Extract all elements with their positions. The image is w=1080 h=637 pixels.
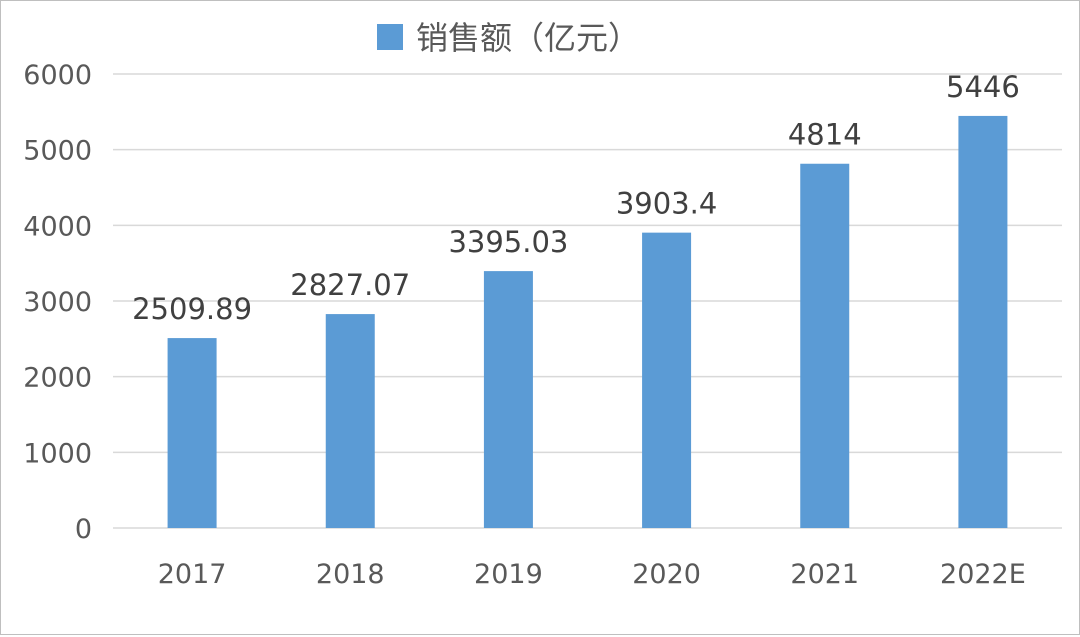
bars bbox=[167, 115, 1008, 528]
x-tick-label: 2019 bbox=[474, 559, 543, 590]
x-tick-label: 2018 bbox=[316, 559, 385, 590]
bar bbox=[483, 271, 533, 528]
y-tick-label: 4000 bbox=[23, 211, 92, 242]
y-tick-label: 2000 bbox=[23, 363, 92, 394]
y-tick-label: 6000 bbox=[23, 60, 92, 91]
bar bbox=[642, 232, 692, 528]
x-tick-label: 2020 bbox=[632, 559, 701, 590]
legend-label: 销售额（亿元） bbox=[416, 19, 640, 57]
bar bbox=[325, 314, 375, 528]
data-label: 3395.03 bbox=[448, 225, 568, 259]
data-label: 3903.4 bbox=[616, 187, 717, 221]
data-label: 5446 bbox=[946, 70, 1020, 104]
y-tick-label: 3000 bbox=[23, 287, 92, 318]
data-labels: 2509.89 2827.07 3395.03 3903.4 4814 5446 bbox=[132, 70, 1020, 326]
y-axis-tick-labels: 0 1000 2000 3000 4000 5000 6000 bbox=[23, 60, 92, 545]
data-label: 4814 bbox=[788, 118, 862, 152]
bar bbox=[167, 338, 217, 528]
data-label: 2509.89 bbox=[132, 292, 252, 326]
x-tick-label: 2017 bbox=[158, 559, 227, 590]
data-label: 2827.07 bbox=[290, 268, 410, 302]
legend: 销售额（亿元） bbox=[377, 19, 640, 57]
bar bbox=[958, 115, 1008, 528]
x-tick-label: 2021 bbox=[790, 559, 859, 590]
bar bbox=[800, 163, 850, 528]
legend-swatch bbox=[377, 24, 403, 50]
y-tick-label: 0 bbox=[75, 514, 92, 545]
x-axis-tick-labels: 2017 2018 2019 2020 2021 2022E bbox=[158, 559, 1026, 590]
y-tick-label: 1000 bbox=[23, 438, 92, 469]
gridlines bbox=[113, 73, 1062, 529]
x-tick-label: 2022E bbox=[940, 559, 1026, 590]
y-tick-label: 5000 bbox=[23, 136, 92, 167]
